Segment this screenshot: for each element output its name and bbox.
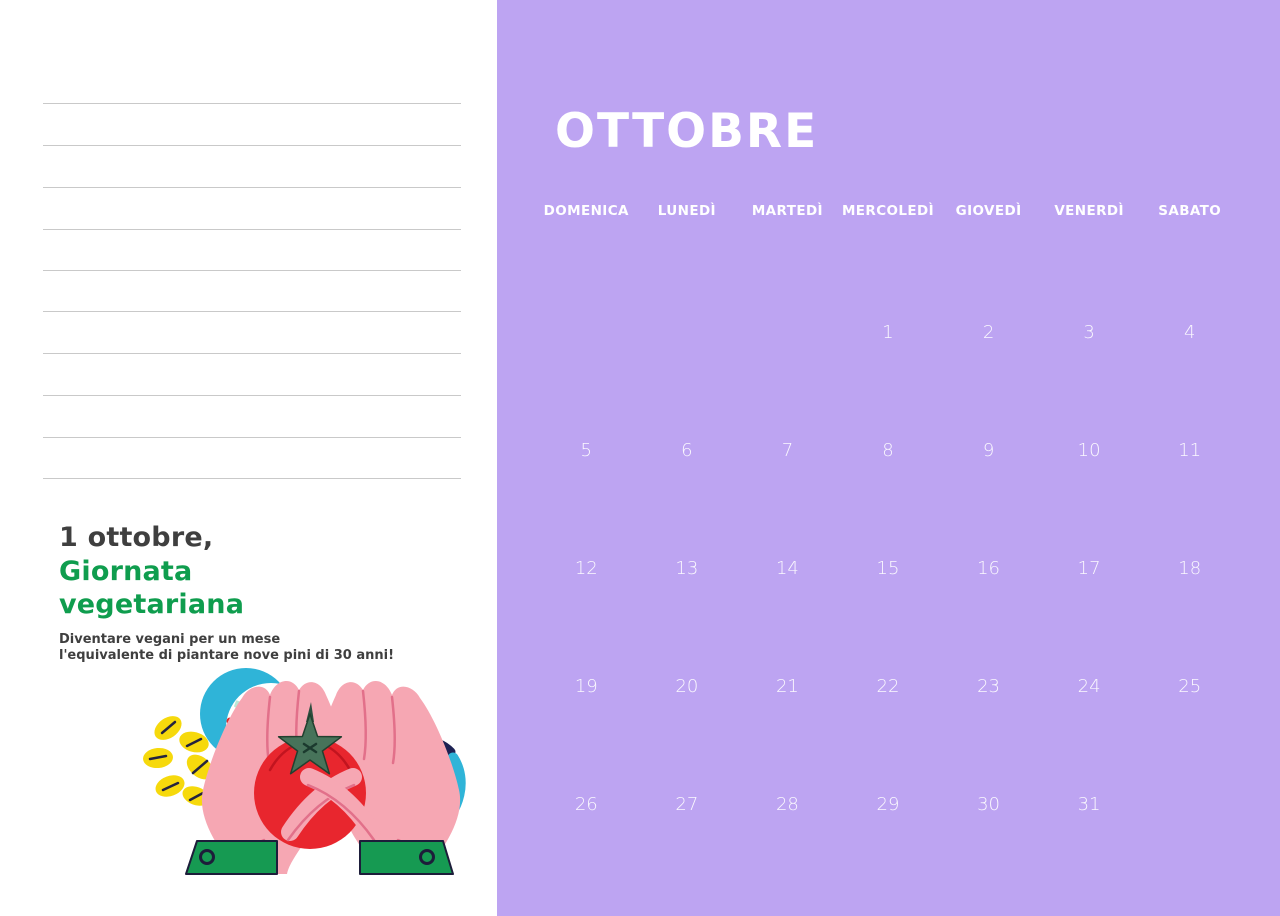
event-name-line2: vegetariana <box>59 589 245 620</box>
day-cell: 11 <box>1178 440 1202 461</box>
left-thumb-icon <box>281 768 362 842</box>
day-cell: 16 <box>977 558 1001 579</box>
ruled-line <box>43 229 461 230</box>
event-name-line1: Giornata <box>59 556 193 587</box>
day-cell: 1 <box>882 322 894 343</box>
day-cell: 14 <box>775 558 799 579</box>
tomato-calyx-icon <box>277 713 343 775</box>
day-cell: 27 <box>675 794 699 815</box>
weekday-label: MERCOLEDÌ <box>841 203 935 219</box>
weekday-label: LUNEDÌ <box>657 203 716 219</box>
event-date: 1 ottobre, <box>59 522 214 553</box>
day-cell: 7 <box>781 440 794 461</box>
day-cell: 20 <box>675 676 699 697</box>
day-cell: 25 <box>1178 676 1202 697</box>
day-cell: 31 <box>1077 794 1101 815</box>
day-cell: 22 <box>876 676 900 697</box>
day-cell: 12 <box>574 558 598 579</box>
day-cell: 15 <box>876 558 900 579</box>
ruled-line <box>43 311 461 312</box>
day-cell: 23 <box>977 676 1001 697</box>
calendar-grid: 1 2 3 4 5 6 7 8 9 10 11 12 13 14 15 16 1… <box>536 322 1240 912</box>
ruled-line <box>43 478 461 479</box>
day-cell <box>1139 794 1240 912</box>
event-description-line1: Diventare vegani per un mese <box>59 632 281 647</box>
day-cell: 30 <box>977 794 1001 815</box>
hands-holding-tomato-illustration <box>143 668 466 875</box>
day-cell: 10 <box>1077 440 1101 461</box>
weekday-label: GIOVEDÌ <box>955 203 1022 219</box>
day-cell <box>536 322 637 440</box>
day-cell: 17 <box>1077 558 1101 579</box>
day-cell: 13 <box>675 558 699 579</box>
event-description-line2: l'equivalente di piantare nove pini di 3… <box>59 647 394 663</box>
ruled-line <box>43 187 461 188</box>
ruled-line <box>43 395 461 396</box>
ruled-line <box>43 437 461 438</box>
day-cell: 6 <box>681 440 693 461</box>
weekday-header-row: DOMENICA LUNEDÌ MARTEDÌ MERCOLEDÌ GIOVED… <box>536 203 1240 219</box>
day-cell: 21 <box>775 676 799 697</box>
right-thumb-icon <box>300 768 381 842</box>
weekday-label: SABATO <box>1158 203 1222 219</box>
event-note: 1 ottobre, Giornata vegetariana Diventar… <box>59 521 394 663</box>
weekday-label: MARTEDÌ <box>751 203 823 219</box>
month-title: OTTOBRE <box>555 104 819 159</box>
day-cell: 24 <box>1077 676 1101 697</box>
calendar-page: OTTOBRE DOMENICA LUNEDÌ MARTEDÌ MERCOLED… <box>497 0 1280 916</box>
ruled-line <box>43 145 461 146</box>
tomato-icon <box>254 702 366 849</box>
day-cell: 4 <box>1183 322 1196 343</box>
day-cell: 9 <box>982 440 995 461</box>
day-cell: 18 <box>1178 558 1202 579</box>
ruled-line <box>43 270 461 271</box>
sleeve-cuffs-icon <box>185 840 454 875</box>
day-cell <box>737 322 838 440</box>
weekday-label: VENERDÌ <box>1054 203 1124 219</box>
day-cell: 3 <box>1083 322 1095 343</box>
day-cell: 2 <box>982 322 995 343</box>
day-cell: 28 <box>775 794 799 815</box>
ruled-line <box>43 103 461 104</box>
notes-page: 1 ottobre, Giornata vegetariana Diventar… <box>0 0 497 916</box>
day-cell: 5 <box>580 440 592 461</box>
day-cell: 19 <box>574 676 598 697</box>
ruled-line <box>43 353 461 354</box>
day-cell: 29 <box>876 794 900 815</box>
day-cell: 26 <box>574 794 598 815</box>
day-cell <box>637 322 738 440</box>
weekday-label: DOMENICA <box>543 203 629 219</box>
day-cell: 8 <box>882 440 894 461</box>
